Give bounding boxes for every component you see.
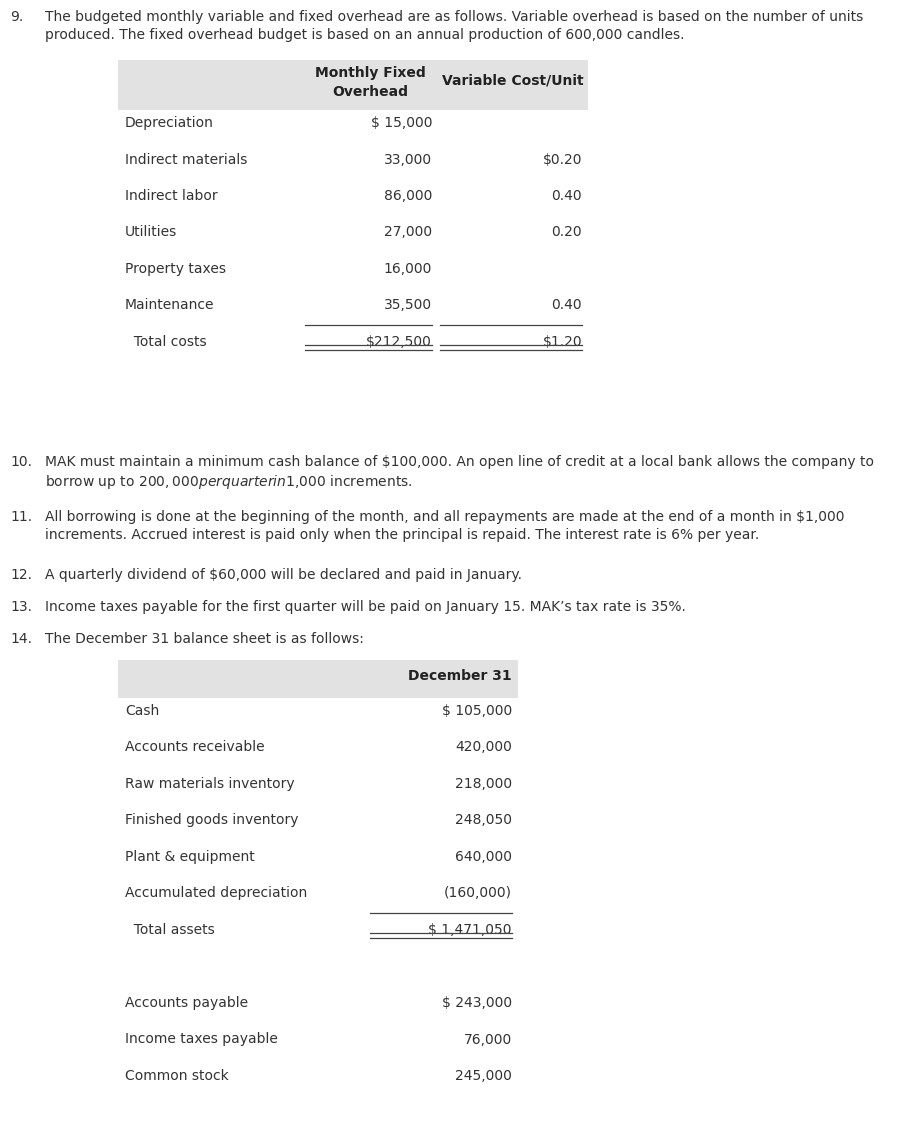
- Text: 640,000: 640,000: [455, 850, 512, 864]
- Text: The budgeted monthly variable and fixed overhead are as follows. Variable overhe: The budgeted monthly variable and fixed …: [45, 10, 863, 24]
- Text: Total assets: Total assets: [125, 923, 215, 937]
- Text: 248,050: 248,050: [455, 813, 512, 828]
- Text: Raw materials inventory: Raw materials inventory: [125, 777, 295, 791]
- Text: Indirect labor: Indirect labor: [125, 189, 218, 203]
- Text: 27,000: 27,000: [384, 226, 432, 239]
- Text: Accounts payable: Accounts payable: [125, 996, 248, 1010]
- Text: A quarterly dividend of $60,000 will be declared and paid in January.: A quarterly dividend of $60,000 will be …: [45, 568, 522, 582]
- Text: (160,000): (160,000): [444, 886, 512, 901]
- Text: Indirect materials: Indirect materials: [125, 153, 247, 166]
- Text: Finished goods inventory: Finished goods inventory: [125, 813, 298, 828]
- Text: $0.20: $0.20: [543, 153, 582, 166]
- Text: Total costs: Total costs: [125, 335, 207, 349]
- Text: 218,000: 218,000: [455, 777, 512, 791]
- Text: 16,000: 16,000: [383, 262, 432, 276]
- Text: 0.40: 0.40: [552, 299, 582, 312]
- Text: Depreciation: Depreciation: [125, 116, 214, 130]
- Text: 33,000: 33,000: [384, 153, 432, 166]
- Text: MAK must maintain a minimum cash balance of $100,000. An open line of credit at : MAK must maintain a minimum cash balance…: [45, 455, 874, 469]
- Text: Property taxes: Property taxes: [125, 262, 226, 276]
- Text: $ 1,471,050: $ 1,471,050: [428, 923, 512, 937]
- Text: 14.: 14.: [10, 632, 32, 646]
- Text: Utilities: Utilities: [125, 226, 178, 239]
- Text: 10.: 10.: [10, 455, 32, 469]
- Text: 11.: 11.: [10, 510, 32, 524]
- Text: The December 31 balance sheet is as follows:: The December 31 balance sheet is as foll…: [45, 632, 364, 646]
- Text: Monthly Fixed
Overhead: Monthly Fixed Overhead: [315, 66, 425, 100]
- Text: December 31: December 31: [408, 669, 512, 683]
- Text: Income taxes payable for the first quarter will be paid on January 15. MAK’s tax: Income taxes payable for the first quart…: [45, 600, 686, 614]
- Text: Plant & equipment: Plant & equipment: [125, 850, 254, 864]
- Text: $1.20: $1.20: [543, 335, 582, 349]
- Text: All borrowing is done at the beginning of the month, and all repayments are made: All borrowing is done at the beginning o…: [45, 510, 845, 524]
- Text: $ 15,000: $ 15,000: [371, 116, 432, 130]
- Text: 245,000: 245,000: [455, 1069, 512, 1083]
- Text: 420,000: 420,000: [455, 740, 512, 755]
- Text: borrow up to $200,000 per quarter in $1,000 increments.: borrow up to $200,000 per quarter in $1,…: [45, 473, 413, 491]
- Text: $ 105,000: $ 105,000: [442, 704, 512, 718]
- Text: Common stock: Common stock: [125, 1069, 229, 1083]
- Text: produced. The fixed overhead budget is based on an annual production of 600,000 : produced. The fixed overhead budget is b…: [45, 28, 684, 42]
- Text: $ 243,000: $ 243,000: [442, 996, 512, 1010]
- Text: 12.: 12.: [10, 568, 32, 582]
- FancyBboxPatch shape: [118, 660, 518, 699]
- Text: Accumulated depreciation: Accumulated depreciation: [125, 886, 307, 901]
- Text: Variable Cost/Unit: Variable Cost/Unit: [442, 74, 584, 88]
- Text: Income taxes payable: Income taxes payable: [125, 1032, 278, 1047]
- Text: increments. Accrued interest is paid only when the principal is repaid. The inte: increments. Accrued interest is paid onl…: [45, 528, 759, 542]
- Text: 86,000: 86,000: [383, 189, 432, 203]
- Text: Accounts receivable: Accounts receivable: [125, 740, 264, 755]
- Text: 9.: 9.: [10, 10, 23, 24]
- FancyBboxPatch shape: [118, 60, 588, 110]
- Text: Cash: Cash: [125, 704, 159, 718]
- Text: 0.20: 0.20: [552, 226, 582, 239]
- Text: 0.40: 0.40: [552, 189, 582, 203]
- Text: 13.: 13.: [10, 600, 32, 614]
- Text: 76,000: 76,000: [464, 1032, 512, 1047]
- Text: $212,500: $212,500: [366, 335, 432, 349]
- Text: 35,500: 35,500: [384, 299, 432, 312]
- Text: Maintenance: Maintenance: [125, 299, 214, 312]
